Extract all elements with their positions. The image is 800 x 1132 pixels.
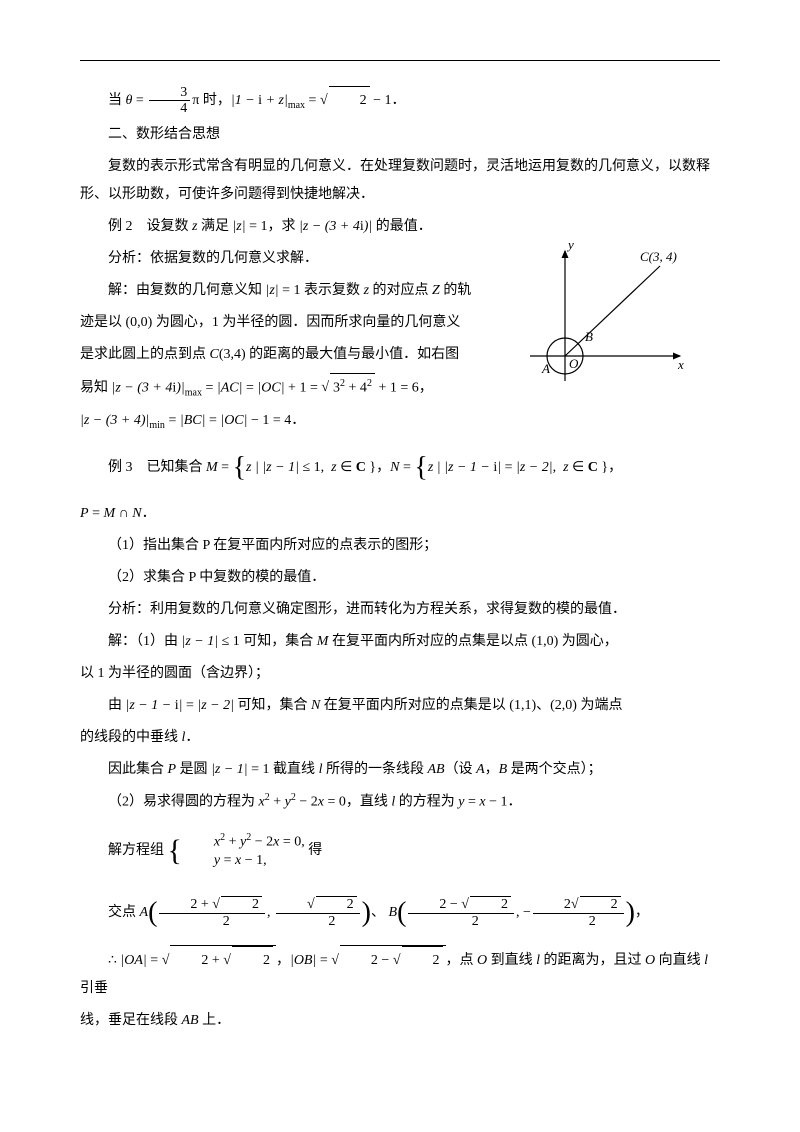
example-3: 例 3 已知集合 M = z | |z − 1| ≤ 1, z ∈ C }，N … xyxy=(80,440,720,496)
label-B: B xyxy=(585,329,593,344)
example-2: 例 2 设复数 z 满足 |z| = 1，求 |z − (3 + 4i)| 的最… xyxy=(80,213,720,241)
page: y x O A B C(3, 4) 当 θ = 34π 时，|1 − i + z… xyxy=(80,60,720,1035)
sol3-line1: 解：（1）由 |z − 1| ≤ 1 可知，集合 M 在复平面内所对应的点集是以… xyxy=(80,628,720,656)
sol2-line5: |z − (3 + 4)|min = |BC| = |OC| − 1 = 4． xyxy=(80,407,720,436)
line-theta: 当 θ = 34π 时，|1 − i + z|max = 2 − 1． xyxy=(80,85,720,117)
q2: （2）求集合 P 中复数的模的最值． xyxy=(80,564,720,592)
label-A: A xyxy=(541,361,550,376)
intro-2: 复数的表示形式常含有明显的几何意义．在处理复数问题时，灵活地运用复数的几何意义，… xyxy=(80,153,720,209)
sol3-line10: 线，垂足在线段 AB 上． xyxy=(80,1007,720,1035)
label-y: y xyxy=(566,241,574,252)
label-x: x xyxy=(677,357,684,372)
sol3-line5: 因此集合 P 是圆 |z − 1| = 1 截直线 l 所得的一条线段 AB（设… xyxy=(80,756,720,784)
sol3-line2: 以 1 为半径的圆面（含边界）； xyxy=(80,660,720,688)
analysis-3: 分析：利用复数的几何意义确定图形，进而转化为方程关系，求得复数的模的最值． xyxy=(80,596,720,624)
sol3-line4: 的线段的中垂线 l． xyxy=(80,724,720,752)
label-O: O xyxy=(569,356,579,371)
geometry-diagram: y x O A B C(3, 4) xyxy=(520,241,690,391)
sol3-line8: 交点 A(2 + 22, 22)、 B(2 − 22, −222)， xyxy=(80,885,720,941)
sol3-line3: 由 |z − 1 − i| = |z − 2| 可知，集合 N 在复平面内所对应… xyxy=(80,692,720,720)
q1: （1）指出集合 P 在复平面内所对应的点表示的图形； xyxy=(80,532,720,560)
label-C: C(3, 4) xyxy=(640,249,677,264)
example-3b: P = M ∩ N． xyxy=(80,500,720,528)
sol3-line7: 解方程组 { x2 + y2 − 2x = 0, y = x − 1, 得 xyxy=(80,821,720,881)
heading-2: 二、数形结合思想 xyxy=(80,121,720,149)
sol3-line6: （2）易求得圆的方程为 x2 + y2 − 2x = 0，直线 l 的方程为 y… xyxy=(80,788,720,817)
sol3-line9: ∴ |OA| = 2 + 2，|OB| = 2 − 2，点 O 到直线 l 的距… xyxy=(80,945,720,1003)
